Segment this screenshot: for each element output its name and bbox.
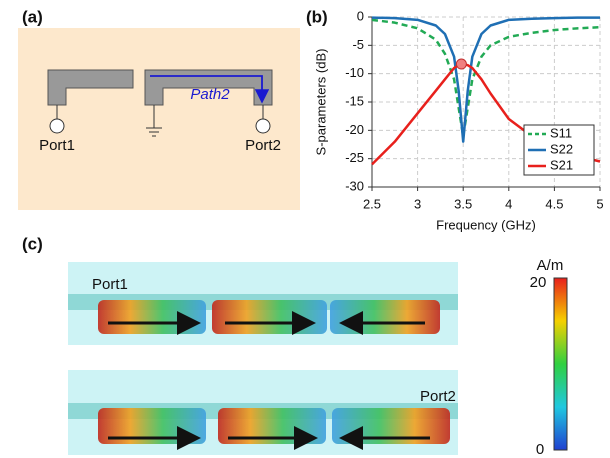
source <box>49 118 65 134</box>
ground <box>146 105 162 137</box>
highlight-point <box>455 58 467 70</box>
y-tick-label: -25 <box>345 150 364 165</box>
colorbar-unit: A/m <box>537 257 564 274</box>
series-line <box>371 16 600 143</box>
x-tick-label: 4 <box>505 196 512 211</box>
colorbar-min: 0 <box>536 441 544 458</box>
port-label: Port1 <box>39 137 75 154</box>
y-tick-label: -5 <box>352 37 364 52</box>
x-tick-label: 4.5 <box>545 196 563 211</box>
panel-label: (b) <box>306 7 328 26</box>
line-right <box>144 69 273 106</box>
panel-label: (a) <box>22 7 43 26</box>
field-plot: Port1 Port2 <box>68 262 458 455</box>
panel-label: (c) <box>22 234 43 253</box>
y-tick-label: 0 <box>357 8 364 23</box>
y-tick-label: -30 <box>345 178 364 193</box>
source <box>255 118 271 134</box>
colorbar <box>553 277 568 451</box>
series-line <box>371 18 601 138</box>
line-left <box>47 69 134 106</box>
x-tick-label: 3.5 <box>454 196 472 211</box>
x-tick-label: 3 <box>414 196 421 211</box>
port-label: Port2 <box>245 137 281 154</box>
y-tick-label: -20 <box>345 122 364 137</box>
current-region <box>330 300 440 334</box>
y-tick-label: -10 <box>345 65 364 80</box>
colorbar-max: 20 <box>530 274 547 291</box>
port-label: Port1 <box>92 276 128 293</box>
y-axis-label: S-parameters (dB) <box>313 49 328 156</box>
legend-label: S11 <box>550 125 572 140</box>
port-label: Port2 <box>420 388 456 405</box>
panel-background <box>18 28 300 210</box>
legend-label: S21 <box>550 157 573 172</box>
chart: 0 -5 -10 -15 -20 -25 -30 2.5 3 3.5 4 4.5 5 Frequency … <box>313 8 603 232</box>
current-region <box>212 300 327 334</box>
x-tick-label: 5 <box>596 196 603 211</box>
x-axis-label: Frequency (GHz) <box>436 217 536 232</box>
current-region <box>98 300 206 334</box>
legend-label: S22 <box>550 141 573 156</box>
path-arrow <box>150 75 270 104</box>
path-label: Path2 <box>190 86 230 103</box>
y-tick-label: -15 <box>345 93 364 108</box>
x-tick-label: 2.5 <box>363 196 381 211</box>
